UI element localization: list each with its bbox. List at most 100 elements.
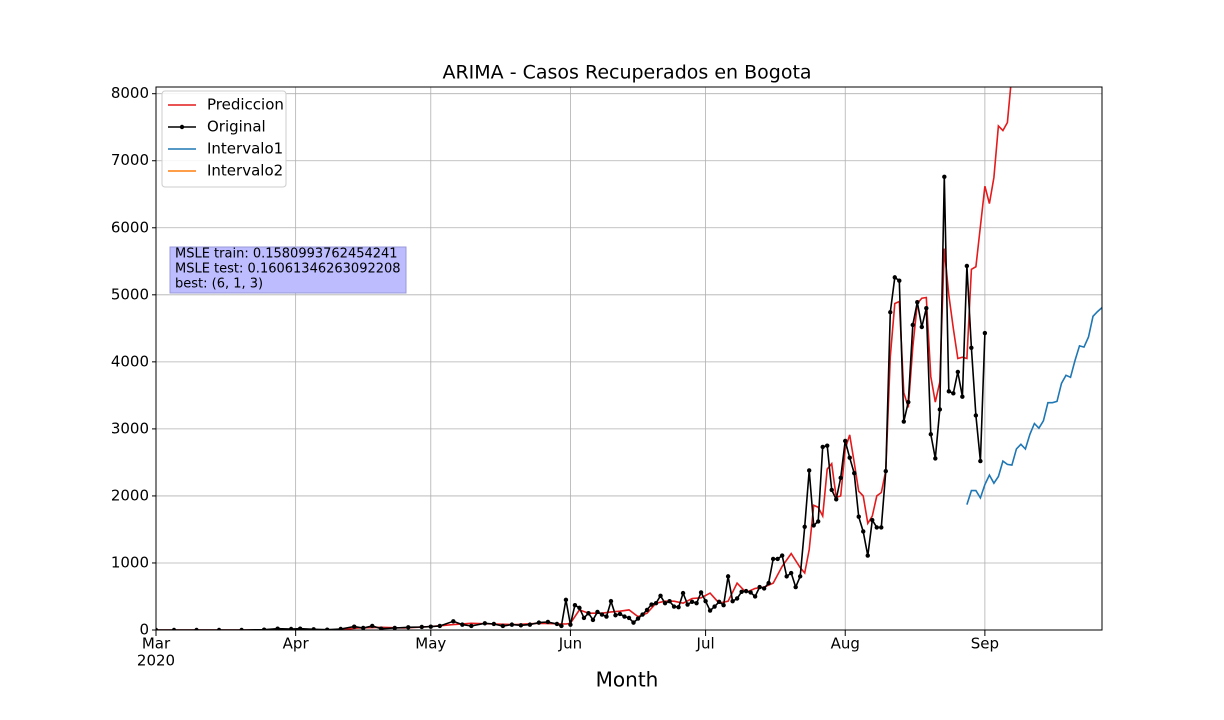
data-point [653,600,659,606]
data-point [545,619,551,625]
data-point [982,330,988,336]
data-point [649,602,654,607]
legend-label: Intervalo1 [207,140,283,158]
data-point [730,598,735,604]
data-point [559,623,564,629]
data-point [379,626,384,630]
data-point [599,612,605,617]
y-tick-label: 8000 [111,84,149,102]
data-point [239,627,244,630]
data-point [852,470,857,476]
data-point [901,419,906,424]
legend-box [161,90,287,188]
data-point [937,407,943,412]
data-point [171,627,177,630]
data-point [861,529,866,534]
data-point [437,623,442,629]
data-point [770,556,776,562]
data-point [667,598,672,604]
data-point [946,389,952,394]
data-point [725,574,731,579]
data-point [834,497,839,502]
data-point [406,625,411,630]
data-point [590,617,596,623]
data-point [297,626,303,630]
data-point [680,590,686,596]
data-point [595,609,600,615]
data-point [626,615,632,621]
data-point [892,275,897,280]
data-point [964,263,970,269]
chart-title: ARIMA - Casos Recuperados en Bogota [442,62,811,84]
data-point [658,593,663,599]
data-point [194,627,199,630]
data-point [910,322,915,328]
annotation-text: MSLE test: 0.16061346263092208 [175,262,401,277]
data-point [897,278,902,283]
data-point [752,594,758,599]
data-point [617,611,623,617]
data-point [734,596,740,601]
data-point [644,607,650,613]
data-point [419,624,424,630]
data-point [721,602,726,608]
x-tick-label: Jul [696,635,715,653]
legend-label: Original [207,118,266,136]
data-point [870,517,875,523]
data-point [563,597,569,603]
data-point [879,525,884,530]
data-point [806,468,812,473]
data-point [482,621,488,626]
data-point [955,369,961,375]
data-point [874,525,879,530]
y-tick-label: 5000 [111,285,149,303]
y-tick-label: 0 [139,621,149,639]
data-point [784,574,789,579]
data-point [847,455,852,460]
data-point [671,604,677,609]
data-point [491,621,497,627]
data-point [288,626,294,630]
data-point [865,553,870,558]
legend-label: Intervalo2 [207,162,283,180]
data-point [951,391,956,396]
legend-marker [179,124,185,130]
y-tick-label: 2000 [111,486,149,504]
data-point [973,413,979,418]
x-axis-label: Month [596,668,659,692]
data-point [825,443,830,448]
data-point [915,299,920,305]
data-point [261,627,267,630]
data-point [581,615,587,621]
data-point [338,626,343,630]
annotation-box [169,246,407,294]
x-tick-label: Sep [971,635,999,653]
data-point [707,608,713,613]
data-point [311,627,316,630]
data-point [698,590,704,595]
y-tick-label: 1000 [111,553,149,571]
data-point [527,622,533,627]
data-point [451,619,456,624]
data-point [631,620,636,625]
data-point [392,625,397,630]
data-point [969,345,974,350]
data-point [712,604,717,609]
data-point [960,394,965,399]
x-tick-label: May [415,635,446,653]
data-point [928,432,934,437]
series-line [966,307,1102,505]
data-point [748,590,753,595]
data-point [554,621,560,627]
data-point [685,602,690,607]
y-tick-label: 6000 [111,218,149,236]
plot-area [156,87,1102,630]
data-point [883,468,888,474]
data-point [743,588,749,594]
x-tick-label: Jun [558,635,582,653]
data-point [460,622,465,627]
data-point [766,580,771,586]
data-point [843,438,848,444]
data-point [676,605,681,610]
